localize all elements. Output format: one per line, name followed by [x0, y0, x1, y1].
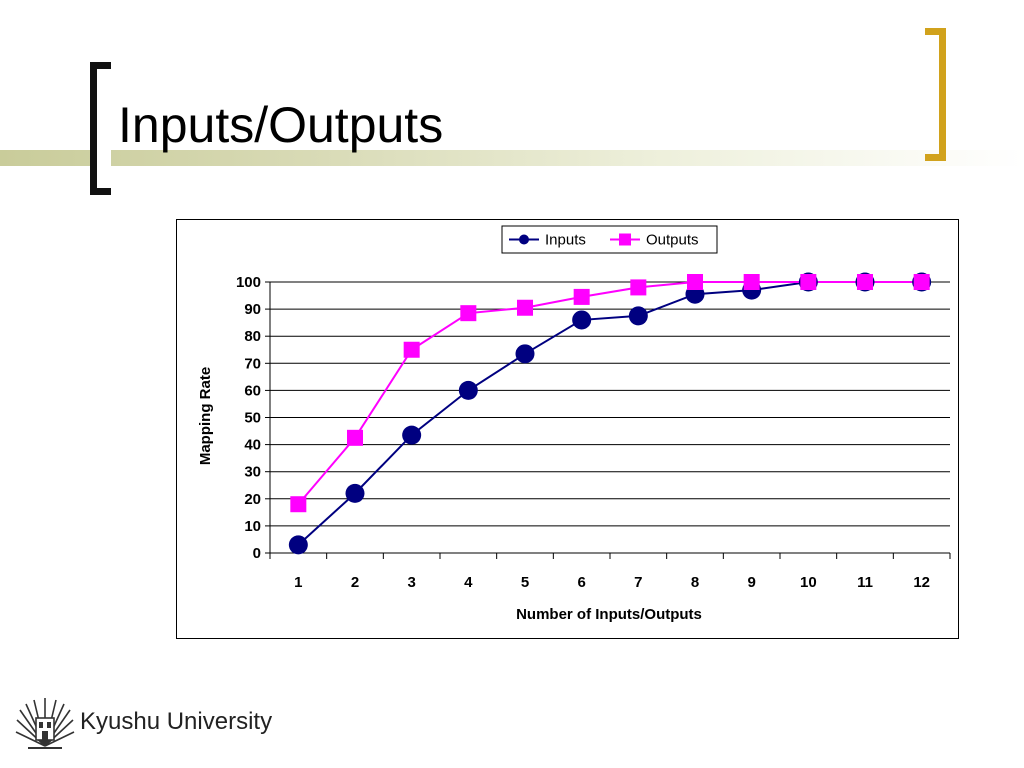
- data-point-inputs: [628, 306, 648, 326]
- x-tick-label: 7: [634, 574, 642, 591]
- y-tick-label: 80: [244, 328, 261, 345]
- y-tick-label: 50: [244, 410, 261, 427]
- data-point-outputs: [687, 274, 703, 290]
- data-point-outputs: [290, 496, 307, 513]
- legend-marker-inputs: [519, 234, 529, 245]
- footer-university-name: Kyushu University: [80, 708, 273, 735]
- x-tick-label: 9: [747, 574, 755, 591]
- y-tick-label: 90: [244, 301, 261, 318]
- y-tick-label: 70: [244, 355, 261, 372]
- x-tick-label: 1: [294, 574, 302, 591]
- left-bracket-decoration: [90, 62, 111, 195]
- y-tick-label: 10: [244, 518, 261, 535]
- data-point-inputs: [345, 483, 365, 503]
- legend-marker-outputs: [619, 233, 631, 246]
- data-point-outputs: [403, 341, 420, 358]
- right-bracket-decoration: [925, 28, 946, 161]
- y-tick-label: 100: [236, 274, 261, 291]
- y-tick-label: 30: [244, 464, 261, 481]
- data-point-outputs: [517, 299, 533, 316]
- data-point-inputs: [515, 344, 535, 364]
- series-line-outputs: [297, 281, 922, 505]
- y-axis-label: Mapping Rate: [197, 367, 214, 465]
- y-tick-label: 40: [244, 437, 261, 454]
- x-axis-label: Number of Inputs/Outputs: [516, 606, 702, 623]
- data-point-outputs: [913, 274, 930, 290]
- chart-frame: 0 10 20 30 40 50 60 70 80 90 100 1 2 3 4 5 6 7 8 9 10 11 12 In…: [176, 219, 959, 639]
- data-point-inputs: [572, 310, 592, 330]
- x-tick-label: 8: [691, 574, 699, 591]
- x-tick-label: 4: [464, 574, 473, 591]
- x-tick-label: 10: [800, 574, 817, 591]
- data-point-outputs: [630, 279, 647, 296]
- data-point-outputs: [857, 274, 873, 290]
- legend-label-inputs: Inputs: [545, 232, 586, 249]
- data-point-inputs: [458, 380, 478, 400]
- slide-title: Inputs/Outputs: [118, 97, 444, 153]
- data-point-outputs: [800, 274, 817, 290]
- y-tick-label: 60: [244, 382, 261, 399]
- x-tick-label: 6: [577, 574, 585, 591]
- data-point-inputs: [402, 425, 422, 445]
- x-tick-label: 5: [521, 574, 529, 591]
- x-tick-label: 3: [407, 574, 415, 591]
- data-point-outputs: [460, 305, 477, 322]
- chart-legend: Inputs Outputs: [501, 225, 718, 254]
- series-line-inputs: [297, 281, 922, 546]
- x-tick-label: 12: [913, 574, 930, 591]
- y-tick-label: 20: [244, 491, 261, 508]
- data-point-outputs: [347, 429, 363, 446]
- series-layer: [288, 272, 932, 555]
- x-tick-label: 2: [351, 574, 359, 591]
- kyushu-university-emblem-icon: [15, 698, 75, 749]
- y-tick-label: 0: [253, 545, 261, 562]
- legend-label-outputs: Outputs: [646, 232, 699, 249]
- data-point-outputs: [743, 274, 760, 290]
- gridlines: [270, 281, 950, 527]
- x-tick-label: 11: [857, 574, 873, 591]
- data-point-outputs: [573, 288, 590, 305]
- data-point-inputs: [288, 535, 308, 555]
- title-accent-band: [0, 150, 1024, 166]
